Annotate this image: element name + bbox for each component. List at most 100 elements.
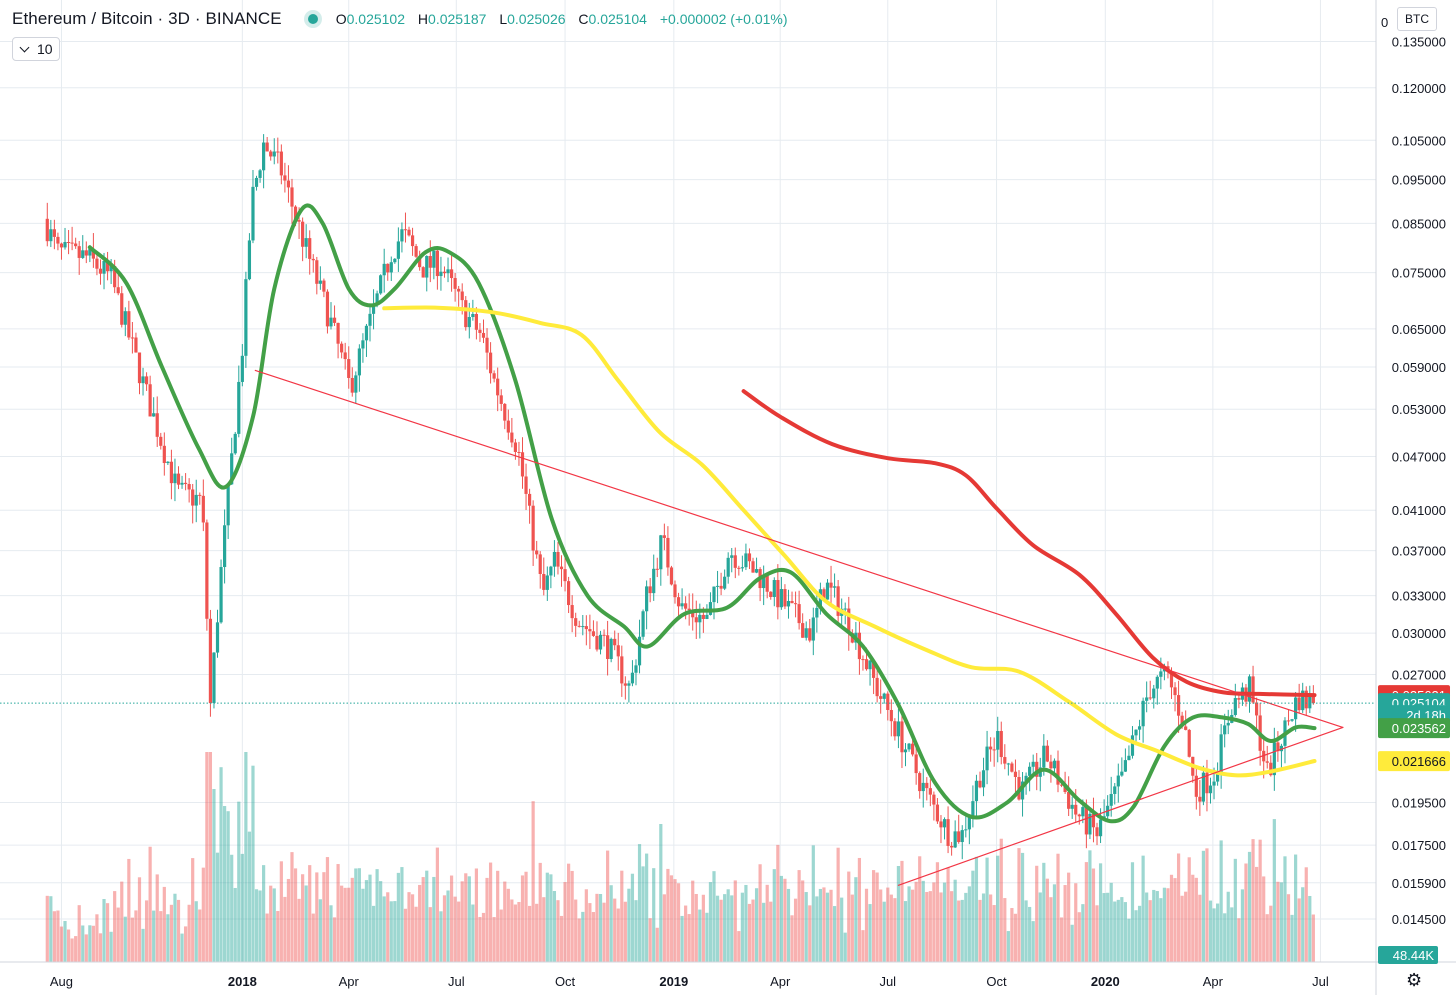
volume-bar — [701, 894, 705, 962]
candle-body — [673, 584, 677, 598]
volume-bar — [1081, 904, 1085, 962]
x-tick-label: 2020 — [1091, 974, 1120, 989]
candle-body — [244, 279, 248, 356]
candle-body — [467, 317, 471, 328]
volume-bar — [1003, 898, 1007, 962]
candle-body — [1067, 792, 1071, 809]
symbol-title[interactable]: Ethereum / Bitcoin · 3D · BINANCE — [12, 9, 282, 28]
candle-body — [744, 553, 748, 568]
x-tick-label: Aug — [50, 974, 73, 989]
candle-body — [1247, 676, 1252, 702]
candle-body — [116, 287, 120, 294]
candle-body — [896, 721, 901, 737]
candle-body — [893, 721, 897, 737]
upper-trendline-line — [254, 369, 1344, 728]
volume-bar — [488, 862, 493, 962]
volume-bar — [531, 801, 535, 962]
volume-bar — [1098, 863, 1103, 962]
volume-bar — [1219, 840, 1223, 962]
volume-bar — [673, 879, 677, 962]
y-tick-label: 0.053000 — [1392, 402, 1446, 417]
volume-bar — [141, 928, 145, 962]
volume-bar — [1212, 908, 1216, 962]
candle-body — [1286, 720, 1291, 722]
candle-body — [1237, 698, 1241, 700]
x-tick-label: Apr — [770, 974, 791, 989]
candle-body — [59, 243, 64, 248]
candle-body — [527, 493, 532, 506]
volume-bar — [237, 801, 241, 962]
candle-body — [808, 628, 812, 641]
candle-body — [1215, 772, 1220, 782]
volume-bar — [375, 869, 379, 962]
volume-bar — [269, 885, 273, 962]
candle-body — [513, 442, 518, 452]
candle-body — [1063, 784, 1067, 793]
volume-bar — [790, 915, 794, 962]
volume-bar — [804, 892, 808, 962]
candle-body — [542, 573, 546, 590]
volume-bar — [549, 874, 553, 962]
candle-body — [421, 267, 425, 278]
volume-bar — [989, 894, 993, 962]
candle-body — [386, 263, 390, 273]
candle-body — [861, 659, 865, 661]
volume-bar — [400, 867, 404, 962]
candle-body — [435, 250, 439, 277]
volume-bar — [1127, 918, 1131, 962]
candle-body — [974, 780, 979, 802]
candle-body — [680, 603, 684, 607]
volume-bar — [244, 752, 248, 962]
candle-body — [272, 151, 276, 157]
volume-bar — [950, 891, 954, 962]
candle-body — [198, 494, 202, 496]
volume-bar — [1145, 892, 1149, 962]
candle-body — [574, 618, 578, 626]
gear-icon[interactable]: ⚙ — [1406, 970, 1423, 990]
volume-bar — [223, 806, 227, 962]
candle-body — [1198, 796, 1202, 802]
volume-bar — [425, 870, 429, 962]
volume-bar — [393, 901, 397, 962]
currency-button[interactable]: BTC — [1397, 7, 1437, 31]
ma-red-line — [741, 389, 1317, 698]
volume-bar — [850, 894, 854, 962]
candle-body — [559, 566, 564, 570]
volume-bar — [871, 870, 876, 962]
candle-body — [1212, 781, 1216, 786]
volume-bar — [758, 864, 762, 962]
candle-body — [318, 280, 322, 284]
chevron-down-icon — [19, 42, 30, 53]
volume-bar — [52, 911, 56, 962]
candle-body — [1035, 761, 1039, 777]
indicator-count: 10 — [37, 41, 53, 57]
indicators-toggle[interactable]: 10 — [12, 37, 60, 61]
y-tick-label: 0.014500 — [1392, 912, 1446, 927]
candle-body — [1173, 687, 1177, 696]
volume-bar — [1070, 924, 1074, 962]
candle-body — [340, 343, 344, 353]
volume-bar — [120, 881, 124, 962]
volume-bar — [403, 908, 408, 962]
open-value: 0.025102 — [346, 11, 406, 27]
y-tick-label: 0.075000 — [1392, 266, 1446, 281]
candle-body — [127, 311, 131, 338]
candle-body — [301, 221, 305, 247]
candle-body — [105, 260, 110, 272]
volume-bar — [386, 892, 390, 962]
candle-body — [1304, 690, 1308, 709]
volume-bar — [779, 875, 783, 962]
volume-bar — [113, 891, 117, 962]
volume-bar — [77, 905, 81, 962]
volume-bar — [864, 888, 869, 962]
volume-bar — [591, 912, 596, 962]
candle-body — [659, 535, 663, 570]
volume-bar — [1141, 855, 1145, 962]
volume-bar — [343, 887, 347, 962]
volume-bar — [102, 899, 106, 962]
candle-body — [1109, 793, 1113, 806]
candle-body — [591, 631, 596, 636]
volume-bar — [1148, 900, 1152, 962]
